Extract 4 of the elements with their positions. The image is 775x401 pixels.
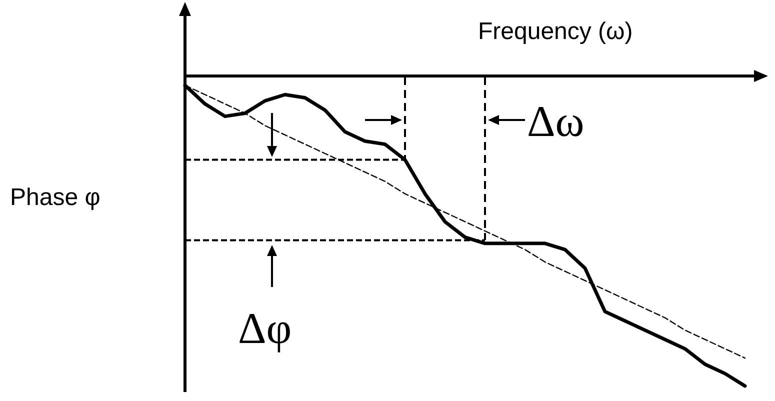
y-axis-title: Phase φ [10, 184, 100, 211]
annotation: Δφ [238, 304, 292, 353]
annotation: Δω [527, 97, 584, 146]
x-axis-title: Frequency (ω) [478, 18, 633, 45]
